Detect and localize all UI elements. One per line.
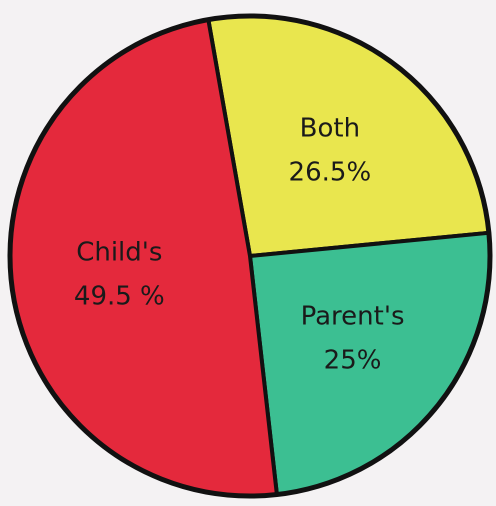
value-label: 49.5 % bbox=[74, 281, 165, 311]
slice-label: Child's bbox=[76, 237, 162, 267]
pie-outline bbox=[7, 13, 493, 499]
slice-label: Both bbox=[300, 113, 360, 143]
slice-label: Parent's bbox=[301, 302, 405, 332]
value-label: 25% bbox=[324, 346, 382, 376]
value-label: 26.5% bbox=[289, 157, 372, 187]
